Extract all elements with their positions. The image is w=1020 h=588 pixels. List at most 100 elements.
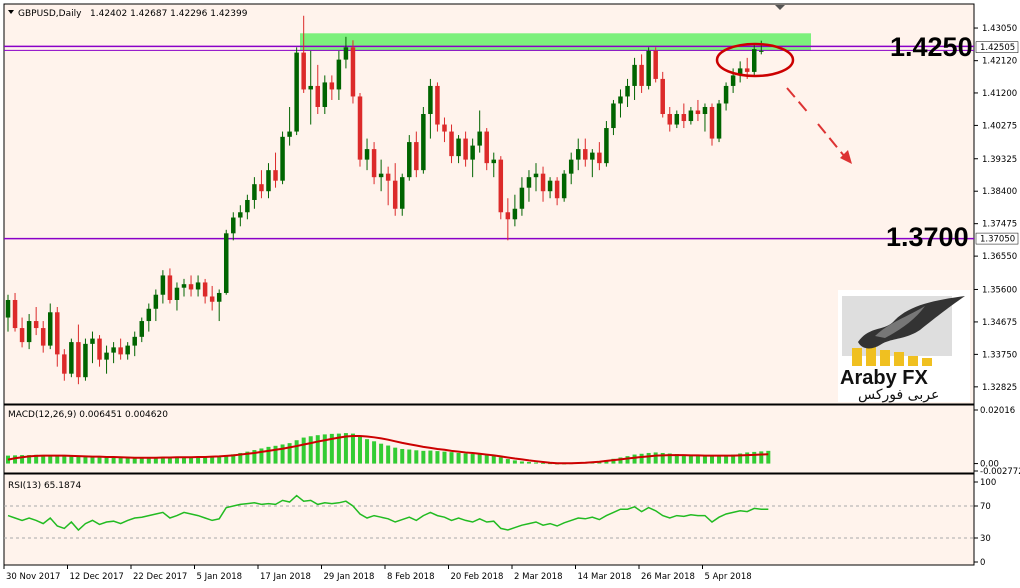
macd-axis: 0.02016 0.00-0.002772 <box>974 406 1020 477</box>
macd-bar <box>639 453 644 464</box>
rsi-tick-label: 70 <box>980 502 991 512</box>
price-tick-label: 1.40275 <box>982 121 1017 131</box>
macd-bar <box>294 440 299 464</box>
candle-body <box>259 184 264 192</box>
macd-bar <box>632 454 637 464</box>
ohlc-values: 1.42402 1.42687 1.42296 1.42399 <box>90 9 248 19</box>
macd-bar <box>400 448 405 464</box>
macd-bar <box>139 457 144 464</box>
candle-body <box>674 114 680 125</box>
rsi-axis: 100 70 30 0 <box>974 478 996 568</box>
macd-bar <box>541 463 546 464</box>
candle-body <box>181 284 187 288</box>
time-tick-label: 29 Jan 2018 <box>324 572 375 582</box>
macd-bar <box>210 456 215 464</box>
candle-body <box>132 336 137 346</box>
macd-bar <box>646 452 651 464</box>
macd-bar <box>55 455 60 464</box>
macd-bar <box>20 455 25 464</box>
candles <box>5 15 764 385</box>
candle-body <box>639 64 644 86</box>
candle-body <box>231 217 236 234</box>
candle-body <box>449 131 454 157</box>
macd-bar <box>498 457 503 464</box>
macd-label: MACD(12,26,9) 0.006451 0.004620 <box>8 410 168 420</box>
macd-bar <box>674 454 679 464</box>
macd-bar <box>308 436 313 464</box>
macd-bar <box>442 451 447 464</box>
macd-histogram <box>6 433 771 465</box>
candle-body <box>336 59 342 90</box>
macd-bar <box>491 455 496 464</box>
macd-tick-label: 0.00 <box>980 460 999 470</box>
price-tick-label: 1.36550 <box>982 252 1017 262</box>
candle-body <box>737 68 743 76</box>
candle-body <box>695 110 701 115</box>
symbol-timeframe: GBPUSD,Daily <box>18 9 82 19</box>
time-tick-label: 5 Jan 2018 <box>197 572 243 582</box>
candle-body <box>5 299 11 318</box>
candle-body <box>428 85 433 115</box>
svg-text:Araby FX: Araby FX <box>840 367 928 389</box>
candle-body <box>744 68 750 72</box>
macd-bar <box>379 443 384 464</box>
candle-body <box>751 49 757 72</box>
candle-body <box>730 75 736 86</box>
candle-body <box>442 124 447 132</box>
macd-bar <box>695 455 700 464</box>
price-tick-label: 1.42120 <box>982 57 1017 67</box>
macd-bar <box>407 449 412 464</box>
macd-tick-label: -0.002772 <box>980 467 1020 477</box>
macd-bar <box>667 453 672 464</box>
candle-body <box>632 64 637 86</box>
main-pane-bg <box>3 3 975 405</box>
svg-text:عربى فوركس: عربى فوركس <box>858 387 939 403</box>
candle-body <box>343 47 349 60</box>
rsi-tick-label: 100 <box>980 478 996 488</box>
candle-body <box>561 173 567 199</box>
macd-bar <box>182 456 186 464</box>
time-axis: 30 Nov 2017 12 Dec 2017 22 Dec 2017 5 Jan 2… <box>3 565 752 582</box>
candle-body <box>76 342 81 378</box>
macd-bar <box>111 457 116 464</box>
svg-text:1.37050: 1.37050 <box>980 235 1015 245</box>
macd-bar <box>618 457 623 464</box>
rsi-tick-label: 0 <box>980 558 985 568</box>
candle-body <box>759 50 764 52</box>
candle-body <box>477 131 482 146</box>
macd-bar <box>27 455 32 464</box>
candle-body <box>470 145 475 160</box>
candle-body <box>12 299 18 329</box>
macd-bar <box>393 447 398 464</box>
candle-body <box>491 159 497 164</box>
time-tick-label: 8 Feb 2018 <box>387 572 435 582</box>
macd-bar <box>217 456 222 464</box>
macd-bar <box>463 453 468 464</box>
macd-bar <box>512 460 517 464</box>
macd-bar <box>449 452 454 464</box>
macd-bar <box>146 457 151 464</box>
macd-bar <box>350 433 355 464</box>
time-tick-label: 14 Mar 2018 <box>578 572 632 582</box>
macd-bar <box>738 453 743 464</box>
price-tick-label: 1.38400 <box>982 187 1017 197</box>
annotation-ellipse <box>715 42 795 78</box>
candle-body <box>322 82 328 107</box>
dropdown-triangle-icon[interactable] <box>8 10 14 14</box>
svg-text:1.42505: 1.42505 <box>980 43 1015 53</box>
macd-bar <box>766 450 771 464</box>
candle-body <box>19 328 25 343</box>
candle-body <box>505 212 511 220</box>
shift-marker-icon[interactable] <box>775 5 785 10</box>
candle-body <box>611 103 616 129</box>
macd-bar <box>724 455 729 464</box>
macd-bar <box>118 457 123 464</box>
candle-body <box>371 149 377 178</box>
macd-bar <box>97 456 102 464</box>
candle-body <box>709 106 715 139</box>
current-price-badge: 1.42505 <box>975 41 1019 53</box>
rsi-pane-bg <box>3 473 975 566</box>
macd-pane-bg <box>3 404 975 474</box>
macd-bar <box>231 454 236 464</box>
